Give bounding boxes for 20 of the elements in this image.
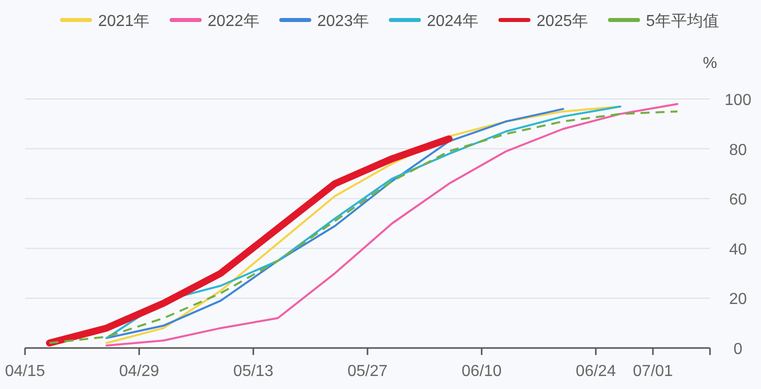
legend-label: 2021年 (98, 13, 150, 30)
x-tick-label: 04/29 (119, 363, 160, 380)
y-tick-label: 60 (729, 192, 747, 209)
x-tick-label: 05/13 (233, 363, 274, 380)
legend-label: 2022年 (208, 13, 260, 30)
legend-label: 5年平均值 (646, 13, 719, 30)
x-tick-label: 05/27 (347, 363, 388, 380)
x-tick-label: 07/01 (632, 363, 674, 380)
y-axis-title: % (702, 55, 718, 72)
y-tick-label: 80 (729, 142, 747, 159)
y-tick-label: 0 (734, 341, 743, 358)
legend-label: 2023年 (317, 13, 369, 30)
legend-label: 2024年 (426, 13, 478, 30)
x-tick-label: 04/15 (4, 363, 46, 380)
x-tick-label: 06/24 (576, 363, 616, 380)
y-tick-label: 20 (729, 291, 747, 308)
y-tick-label: 40 (729, 241, 747, 258)
y-tick-label: 100 (724, 92, 752, 109)
legend-label: 2025年 (536, 13, 588, 30)
x-tick-label: 06/10 (462, 363, 502, 380)
